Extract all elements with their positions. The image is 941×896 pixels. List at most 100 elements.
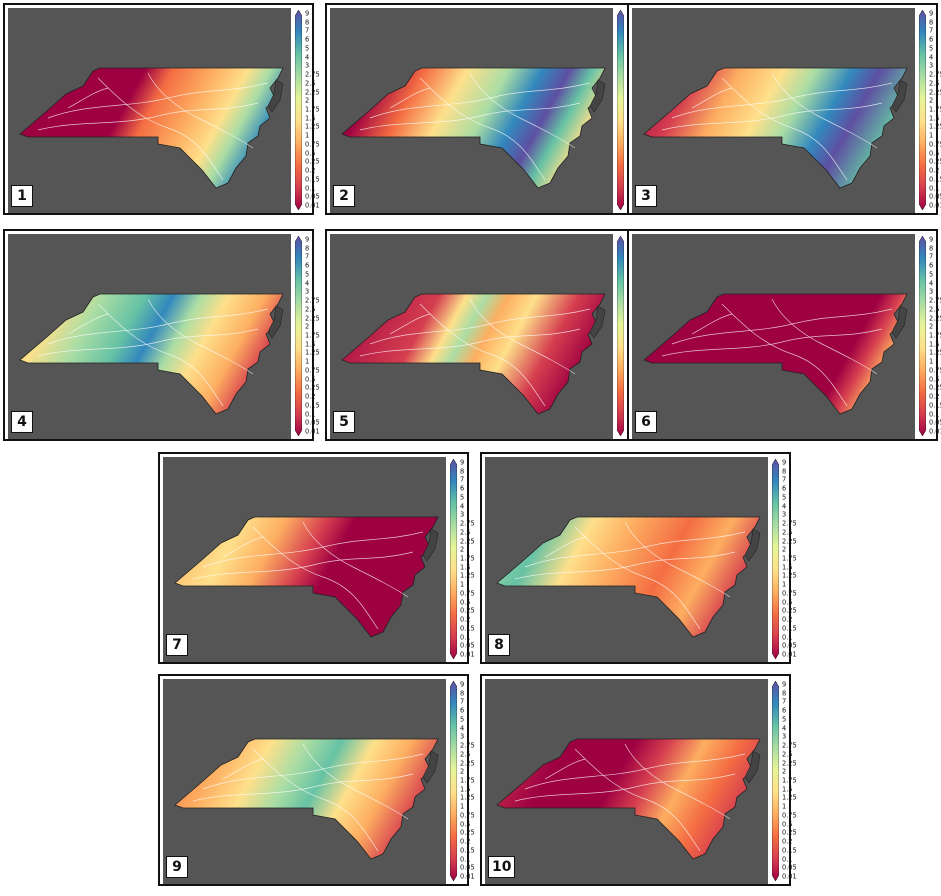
sound-water (589, 305, 606, 339)
colorbar-tick-label: 2.75 (929, 70, 941, 79)
colorbar-tick-label: 0.01 (305, 201, 320, 210)
contour-lines (37, 298, 269, 407)
colorbar-tick-label: 1 (305, 131, 310, 140)
state-outline (174, 738, 439, 860)
state-outline (174, 516, 439, 638)
panel-label: 9 (166, 856, 188, 878)
map-area (632, 234, 915, 439)
colorbar-tick-label: 2.5 (929, 305, 940, 314)
colorbar-tick-label: 1.5 (782, 563, 793, 572)
colorbar-tick-label: 2.5 (782, 750, 793, 759)
colorbar-tick-label: 0.75 (460, 811, 475, 820)
colorbar-tick-label: 9 (305, 235, 310, 244)
colorbar-tick-label: 0.05 (460, 863, 475, 872)
colorbar-tick-label: 5 (929, 270, 934, 279)
sound-water (891, 305, 908, 339)
colorbar-tick-label: 6 (782, 706, 787, 715)
colorbar-tick-label: 0.15 (305, 175, 320, 184)
colorbar-tick-label: 1.5 (929, 340, 940, 349)
colorbar (617, 10, 624, 210)
colorbar-tick-label: 2.75 (460, 741, 475, 750)
colorbar-tick-label: 3 (782, 733, 787, 742)
colorbar-tick-label: 4 (782, 724, 787, 733)
sound-water (267, 79, 284, 113)
state-map (496, 738, 761, 860)
colorbar-tick-label: 7 (782, 476, 787, 485)
colorbar-tick-label: 5 (460, 493, 465, 502)
state-outline (19, 67, 284, 189)
panel-label: 1 (11, 185, 33, 207)
colorbar-tick-label: 0.05 (782, 641, 797, 650)
panel-1: 9 8 7 6 5 4 3 2.75 2.5 2.25 2 1.75 1.5 1.25 1 0.75 0.5 0.… (3, 3, 320, 215)
sound-water (422, 528, 439, 562)
colorbar-tick-label: 1.5 (782, 785, 793, 794)
panel-label: 10 (488, 856, 516, 878)
colorbar-tick-label: 2 (460, 545, 465, 554)
colorbar-tick-label: 1.25 (305, 123, 320, 132)
colorbar-tick-label: 0.01 (305, 427, 320, 436)
colorbar (772, 459, 779, 659)
colorbar (295, 236, 302, 436)
colorbar-tick-label: 3 (460, 733, 465, 742)
colorbar-tick-label: 2.25 (929, 314, 941, 323)
sound-water (891, 79, 908, 113)
colorbar-tick-label: 1 (782, 580, 787, 589)
colorbar-tick-label: 1.25 (460, 794, 475, 803)
colorbar-tick-label: 6 (929, 35, 934, 44)
colorbar-tick-label: 0.01 (929, 427, 941, 436)
colorbar-tick-label: 2.75 (460, 519, 475, 528)
colorbar-tick-label: 0.15 (305, 401, 320, 410)
colorbar-tick-label: 7 (305, 27, 310, 36)
state-outline (341, 293, 606, 415)
colorbar-tick-label: 0.1 (782, 633, 793, 642)
colorbar-tick-label: 2.5 (929, 79, 940, 88)
colorbar-tick-label: 0.2 (929, 392, 940, 401)
colorbar-tick-label: 1.5 (305, 340, 316, 349)
colorbar-tick-label: 0.1 (305, 410, 316, 419)
colorbar-tick-label: 8 (305, 244, 310, 253)
colorbar (772, 681, 779, 881)
panel-label: 4 (11, 411, 33, 433)
colorbar-tick-label: 0.2 (782, 615, 793, 624)
colorbar-tick-label: 2.75 (782, 519, 797, 528)
panel-label: 8 (488, 634, 510, 656)
colorbar-tick-label: 2 (929, 322, 934, 331)
colorbar-tick-label: 1.5 (460, 563, 471, 572)
colorbar-tick-label: 0.5 (460, 598, 471, 607)
colorbar-tick-label: 7 (929, 27, 934, 36)
colorbar-tick-label: 0.05 (305, 192, 320, 201)
colorbar-tick-label: 0.2 (782, 837, 793, 846)
sound-water (267, 305, 284, 339)
panel-5: 98765432.752.52.2521.751.51.2510.750.50.… (325, 229, 642, 441)
colorbar-tick-label: 0.05 (305, 418, 320, 427)
contour-lines (514, 743, 746, 852)
colorbar-tick-label: 0.75 (929, 140, 941, 149)
colorbar-tick-label: 7 (460, 698, 465, 707)
colorbar-tick-label: 2 (305, 322, 310, 331)
colorbar-tick-label: 6 (782, 484, 787, 493)
state-map (496, 516, 761, 638)
state-outline (643, 293, 908, 415)
colorbar-tick-label: 4 (460, 502, 465, 511)
state-map (19, 67, 284, 189)
colorbar-tick-label: 1.75 (929, 105, 941, 114)
colorbar-tick-label: 9 (929, 235, 934, 244)
panel-10: 9 8 7 6 5 4 3 2.75 2.5 2.25 2 1.75 1.5 1.25 1 0.75 0.5 0.… (480, 674, 797, 886)
colorbar-tick-label: 2 (782, 767, 787, 776)
colorbar-tick-label: 0.25 (305, 158, 320, 167)
state-map (174, 738, 439, 860)
colorbar-tick-label: 6 (929, 261, 934, 270)
panel-4: 9 8 7 6 5 4 3 2.75 2.5 2.25 2 1.75 1.5 1.25 1 0.75 0.5 0.… (3, 229, 320, 441)
colorbar-tick-label: 0.05 (929, 418, 941, 427)
colorbar-tick-label: 3 (305, 288, 310, 297)
contour-lines (192, 743, 424, 852)
state-outline (643, 67, 908, 189)
colorbar-tick-label: 1.25 (929, 123, 941, 132)
state-map (643, 293, 908, 415)
colorbar-tick-label: 0.5 (929, 375, 940, 384)
colorbar (450, 459, 457, 659)
colorbar-tick-label: 1 (460, 580, 465, 589)
colorbar-tick-label: 3 (305, 62, 310, 71)
colorbar-tick-label: 0.1 (305, 184, 316, 193)
colorbar-tick-label: 2.5 (460, 750, 471, 759)
